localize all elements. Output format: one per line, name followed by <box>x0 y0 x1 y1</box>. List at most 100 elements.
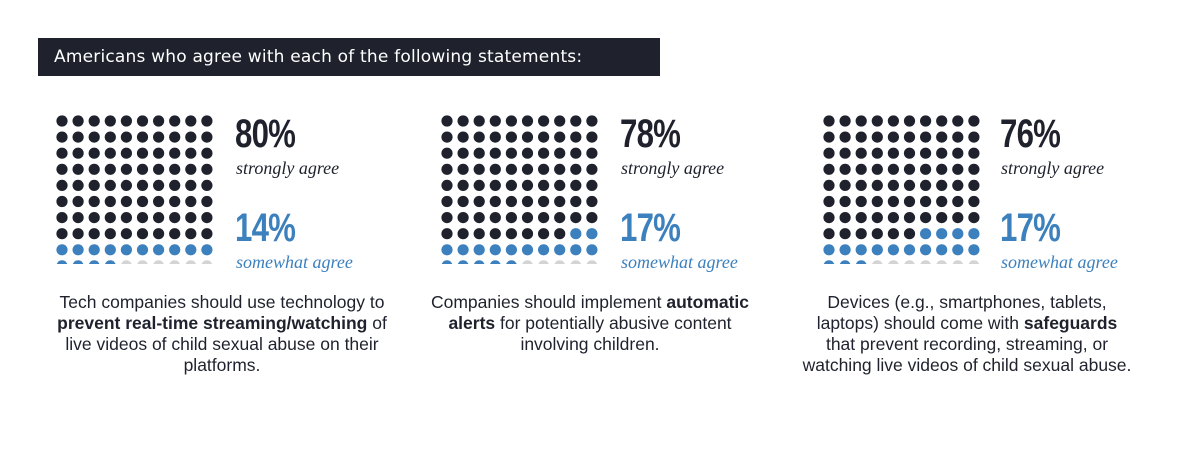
dot-strongly-agree <box>554 195 566 208</box>
somewhat-agree-value-1: 14% <box>235 206 296 250</box>
dot-strongly-agree <box>104 228 116 240</box>
dot-somewhat-agree <box>473 244 485 256</box>
dot-other <box>936 260 947 264</box>
dot-strongly-agree <box>120 131 132 143</box>
dot-strongly-agree <box>903 195 916 208</box>
dot-strongly-agree <box>169 228 181 240</box>
dot-somewhat-agree <box>823 260 835 264</box>
dot-strongly-agree <box>936 115 948 127</box>
dot-strongly-agree <box>887 147 899 159</box>
dot-strongly-agree <box>855 131 867 143</box>
dot-strongly-agree <box>936 179 948 191</box>
strongly-agree-label-1: strongly agree <box>236 158 340 178</box>
dot-somewhat-agree <box>968 228 980 240</box>
dot-strongly-agree <box>823 131 835 143</box>
dot-strongly-agree <box>169 115 181 127</box>
dot-strongly-agree <box>88 179 100 191</box>
dot-other <box>201 260 213 264</box>
dot-strongly-agree <box>185 131 197 143</box>
dot-somewhat-agree <box>871 244 883 256</box>
dot-strongly-agree <box>104 212 116 224</box>
dot-somewhat-agree <box>936 228 948 240</box>
dot-somewhat-agree <box>72 260 84 264</box>
dot-strongly-agree <box>120 179 132 191</box>
dot-somewhat-agree <box>88 260 100 264</box>
dot-strongly-agree <box>839 228 851 240</box>
dot-strongly-agree <box>570 147 582 159</box>
statement-pre-3: Devices (e.g., smartphones, tablets, lap… <box>816 292 1107 333</box>
dot-strongly-agree <box>855 163 867 175</box>
dot-strongly-agree <box>473 115 485 127</box>
dot-strongly-agree <box>839 212 851 224</box>
dot-strongly-agree <box>586 115 598 127</box>
dot-strongly-agree <box>169 179 181 191</box>
dot-strongly-agree <box>457 115 469 127</box>
dot-somewhat-agree <box>104 244 116 256</box>
dot-somewhat-agree <box>153 244 165 256</box>
dot-strongly-agree <box>201 147 213 159</box>
dot-somewhat-agree <box>839 244 851 256</box>
dot-strongly-agree <box>56 131 68 143</box>
dot-somewhat-agree <box>586 244 598 256</box>
dot-other <box>137 260 148 264</box>
dot-strongly-agree <box>169 212 181 224</box>
dot-other <box>153 260 164 264</box>
dot-somewhat-agree <box>903 244 916 256</box>
dot-somewhat-agree <box>839 260 851 264</box>
dot-other <box>888 260 899 264</box>
dot-strongly-agree <box>489 179 501 191</box>
dot-strongly-agree <box>554 131 566 143</box>
dot-strongly-agree <box>538 115 550 127</box>
statement-pre-2: Companies should implement <box>430 292 667 312</box>
statement-bold-1: prevent real-time streaming/watching <box>57 313 368 333</box>
dot-strongly-agree <box>570 179 582 191</box>
dot-somewhat-agree <box>505 244 517 256</box>
dot-strongly-agree <box>855 195 867 208</box>
dot-somewhat-agree <box>968 244 980 256</box>
dot-somewhat-agree <box>586 228 598 240</box>
dot-strongly-agree <box>538 163 550 175</box>
dot-strongly-agree <box>72 228 84 240</box>
dot-somewhat-agree <box>169 244 181 256</box>
dot-strongly-agree <box>952 115 964 127</box>
dot-strongly-agree <box>201 228 213 240</box>
dot-strongly-agree <box>120 195 132 208</box>
dot-other <box>522 260 533 264</box>
dot-strongly-agree <box>441 147 453 159</box>
dot-strongly-agree <box>521 179 534 191</box>
dot-strongly-agree <box>823 115 835 127</box>
dot-strongly-agree <box>903 131 916 143</box>
dot-strongly-agree <box>936 212 948 224</box>
dot-strongly-agree <box>538 147 550 159</box>
dot-other <box>185 260 197 264</box>
dot-strongly-agree <box>153 131 165 143</box>
somewhat-agree-label-2: somewhat agree <box>621 252 738 272</box>
dot-somewhat-agree <box>887 244 899 256</box>
dot-strongly-agree <box>521 163 534 175</box>
dot-strongly-agree <box>88 212 100 224</box>
dot-other <box>586 260 598 264</box>
dot-strongly-agree <box>505 147 517 159</box>
dot-somewhat-agree <box>855 244 867 256</box>
dot-somewhat-agree <box>88 244 100 256</box>
dot-strongly-agree <box>855 228 867 240</box>
waffle-chart-3 <box>823 115 980 264</box>
dot-strongly-agree <box>153 195 165 208</box>
dot-strongly-agree <box>570 212 582 224</box>
dot-strongly-agree <box>505 131 517 143</box>
dot-strongly-agree <box>871 195 883 208</box>
dot-other <box>904 260 915 264</box>
dot-strongly-agree <box>920 147 932 159</box>
dot-somewhat-agree <box>105 260 116 264</box>
dot-strongly-agree <box>871 163 883 175</box>
dot-strongly-agree <box>887 212 899 224</box>
dot-strongly-agree <box>823 163 835 175</box>
dot-strongly-agree <box>104 179 116 191</box>
dot-strongly-agree <box>72 179 84 191</box>
dot-strongly-agree <box>201 195 213 208</box>
dot-strongly-agree <box>952 163 964 175</box>
dot-strongly-agree <box>903 115 916 127</box>
dot-strongly-agree <box>521 131 534 143</box>
dot-somewhat-agree <box>936 244 948 256</box>
dot-somewhat-agree <box>823 244 835 256</box>
